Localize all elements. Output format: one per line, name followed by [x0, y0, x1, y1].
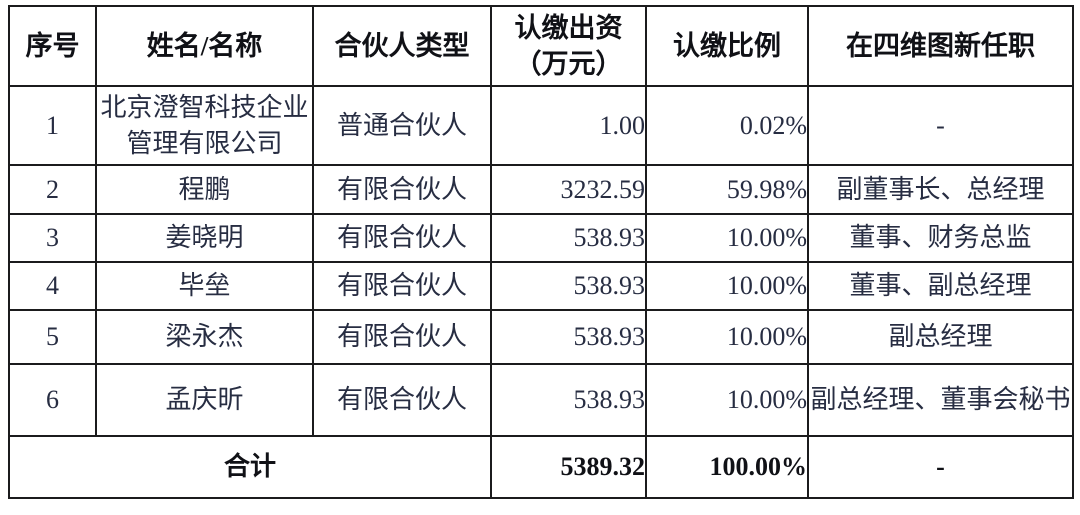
cell-name: 姜晓明: [95, 213, 314, 263]
header-amount: 认缴出资 （万元）: [490, 5, 647, 87]
cell-name: 毕垒: [95, 261, 314, 311]
header-no: 序号: [8, 5, 97, 87]
cell-amount: 538.93: [490, 309, 647, 365]
cell-ratio: 10.00%: [645, 261, 809, 311]
table-body: 1 北京澄智科技企业管理有限公司 普通合伙人 1.00 0.02% - 2 程鹏…: [8, 85, 1074, 499]
cell-no: 1: [8, 85, 97, 166]
cell-name: 北京澄智科技企业管理有限公司: [95, 85, 314, 166]
total-position: -: [807, 435, 1074, 499]
cell-position: 副总经理: [807, 309, 1074, 365]
cell-amount: 3232.59: [490, 164, 647, 215]
table-row: 6 孟庆昕 有限合伙人 538.93 10.00% 副总经理、董事会秘书: [8, 363, 1074, 437]
cell-name: 梁永杰: [95, 309, 314, 365]
table-row: 4 毕垒 有限合伙人 538.93 10.00% 董事、副总经理: [8, 261, 1074, 311]
header-name: 姓名/名称: [95, 5, 314, 87]
total-label: 合计: [8, 435, 492, 499]
table-row: 3 姜晓明 有限合伙人 538.93 10.00% 董事、财务总监: [8, 213, 1074, 263]
table-row: 5 梁永杰 有限合伙人 538.93 10.00% 副总经理: [8, 309, 1074, 365]
table-row: 1 北京澄智科技企业管理有限公司 普通合伙人 1.00 0.02% -: [8, 85, 1074, 166]
cell-amount: 538.93: [490, 261, 647, 311]
cell-name: 孟庆昕: [95, 363, 314, 437]
partners-capital-table: 序号 姓名/名称 合伙人类型 认缴出资 （万元） 认缴比例 在四维图新任职 1 …: [8, 5, 1074, 499]
cell-position: 副总经理、董事会秘书: [807, 363, 1074, 437]
table-row: 2 程鹏 有限合伙人 3232.59 59.98% 副董事长、总经理: [8, 164, 1074, 215]
header-row: 序号 姓名/名称 合伙人类型 认缴出资 （万元） 认缴比例 在四维图新任职: [8, 5, 1074, 87]
header-position: 在四维图新任职: [807, 5, 1074, 87]
total-amount: 5389.32: [490, 435, 647, 499]
cell-type: 有限合伙人: [312, 363, 492, 437]
cell-position: 董事、财务总监: [807, 213, 1074, 263]
total-ratio: 100.00%: [645, 435, 809, 499]
cell-no: 5: [8, 309, 97, 365]
cell-position: 副董事长、总经理: [807, 164, 1074, 215]
cell-no: 6: [8, 363, 97, 437]
cell-ratio: 0.02%: [645, 85, 809, 166]
cell-no: 4: [8, 261, 97, 311]
cell-position: 董事、副总经理: [807, 261, 1074, 311]
cell-ratio: 59.98%: [645, 164, 809, 215]
cell-no: 2: [8, 164, 97, 215]
cell-ratio: 10.00%: [645, 309, 809, 365]
cell-no: 3: [8, 213, 97, 263]
cell-position: -: [807, 85, 1074, 166]
cell-amount: 538.93: [490, 363, 647, 437]
header-type: 合伙人类型: [312, 5, 492, 87]
cell-type: 有限合伙人: [312, 164, 492, 215]
table-header: 序号 姓名/名称 合伙人类型 认缴出资 （万元） 认缴比例 在四维图新任职: [8, 5, 1074, 87]
cell-name: 程鹏: [95, 164, 314, 215]
cell-amount: 1.00: [490, 85, 647, 166]
cell-type: 有限合伙人: [312, 309, 492, 365]
cell-type: 普通合伙人: [312, 85, 492, 166]
header-ratio: 认缴比例: [645, 5, 809, 87]
total-row: 合计 5389.32 100.00% -: [8, 435, 1074, 499]
cell-amount: 538.93: [490, 213, 647, 263]
cell-type: 有限合伙人: [312, 213, 492, 263]
cell-type: 有限合伙人: [312, 261, 492, 311]
cell-ratio: 10.00%: [645, 213, 809, 263]
cell-ratio: 10.00%: [645, 363, 809, 437]
